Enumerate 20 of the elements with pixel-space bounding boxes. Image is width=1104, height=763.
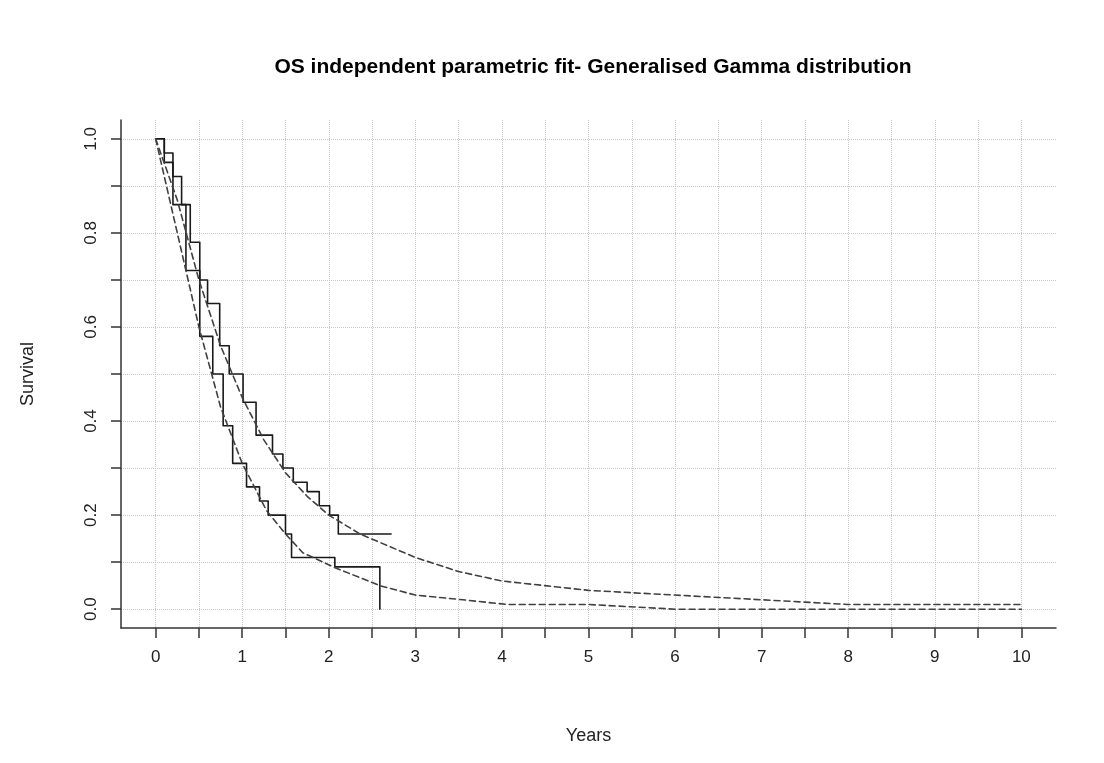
y-axis-title: Survival — [17, 341, 37, 407]
y-tick-label: 1.0 — [81, 126, 100, 151]
x-tick-label: 2 — [324, 647, 334, 666]
x-tick-label: 10 — [1011, 647, 1031, 666]
x-tick-label: 0 — [150, 647, 161, 666]
x-axis-title: Years — [565, 725, 612, 745]
chart-title: OS independent parametric fit- Generalised Gamma distribution — [274, 54, 912, 77]
x-tick-label: 4 — [497, 647, 507, 666]
y-tick-label: 0.0 — [81, 597, 100, 622]
y-tick-label: 0.8 — [81, 221, 100, 245]
x-tick-label: 1 — [237, 647, 247, 666]
x-tick-label: 5 — [583, 647, 594, 666]
y-tick-label: 0.6 — [81, 315, 100, 339]
x-tick-label: 3 — [410, 647, 421, 666]
y-tick-label: 0.2 — [81, 503, 100, 527]
x-tick-label: 7 — [756, 647, 767, 666]
x-tick-label: 6 — [670, 647, 680, 666]
y-tick-label: 0.4 — [81, 409, 100, 433]
x-tick-label: 9 — [930, 647, 940, 666]
x-tick-label: 8 — [843, 647, 853, 666]
